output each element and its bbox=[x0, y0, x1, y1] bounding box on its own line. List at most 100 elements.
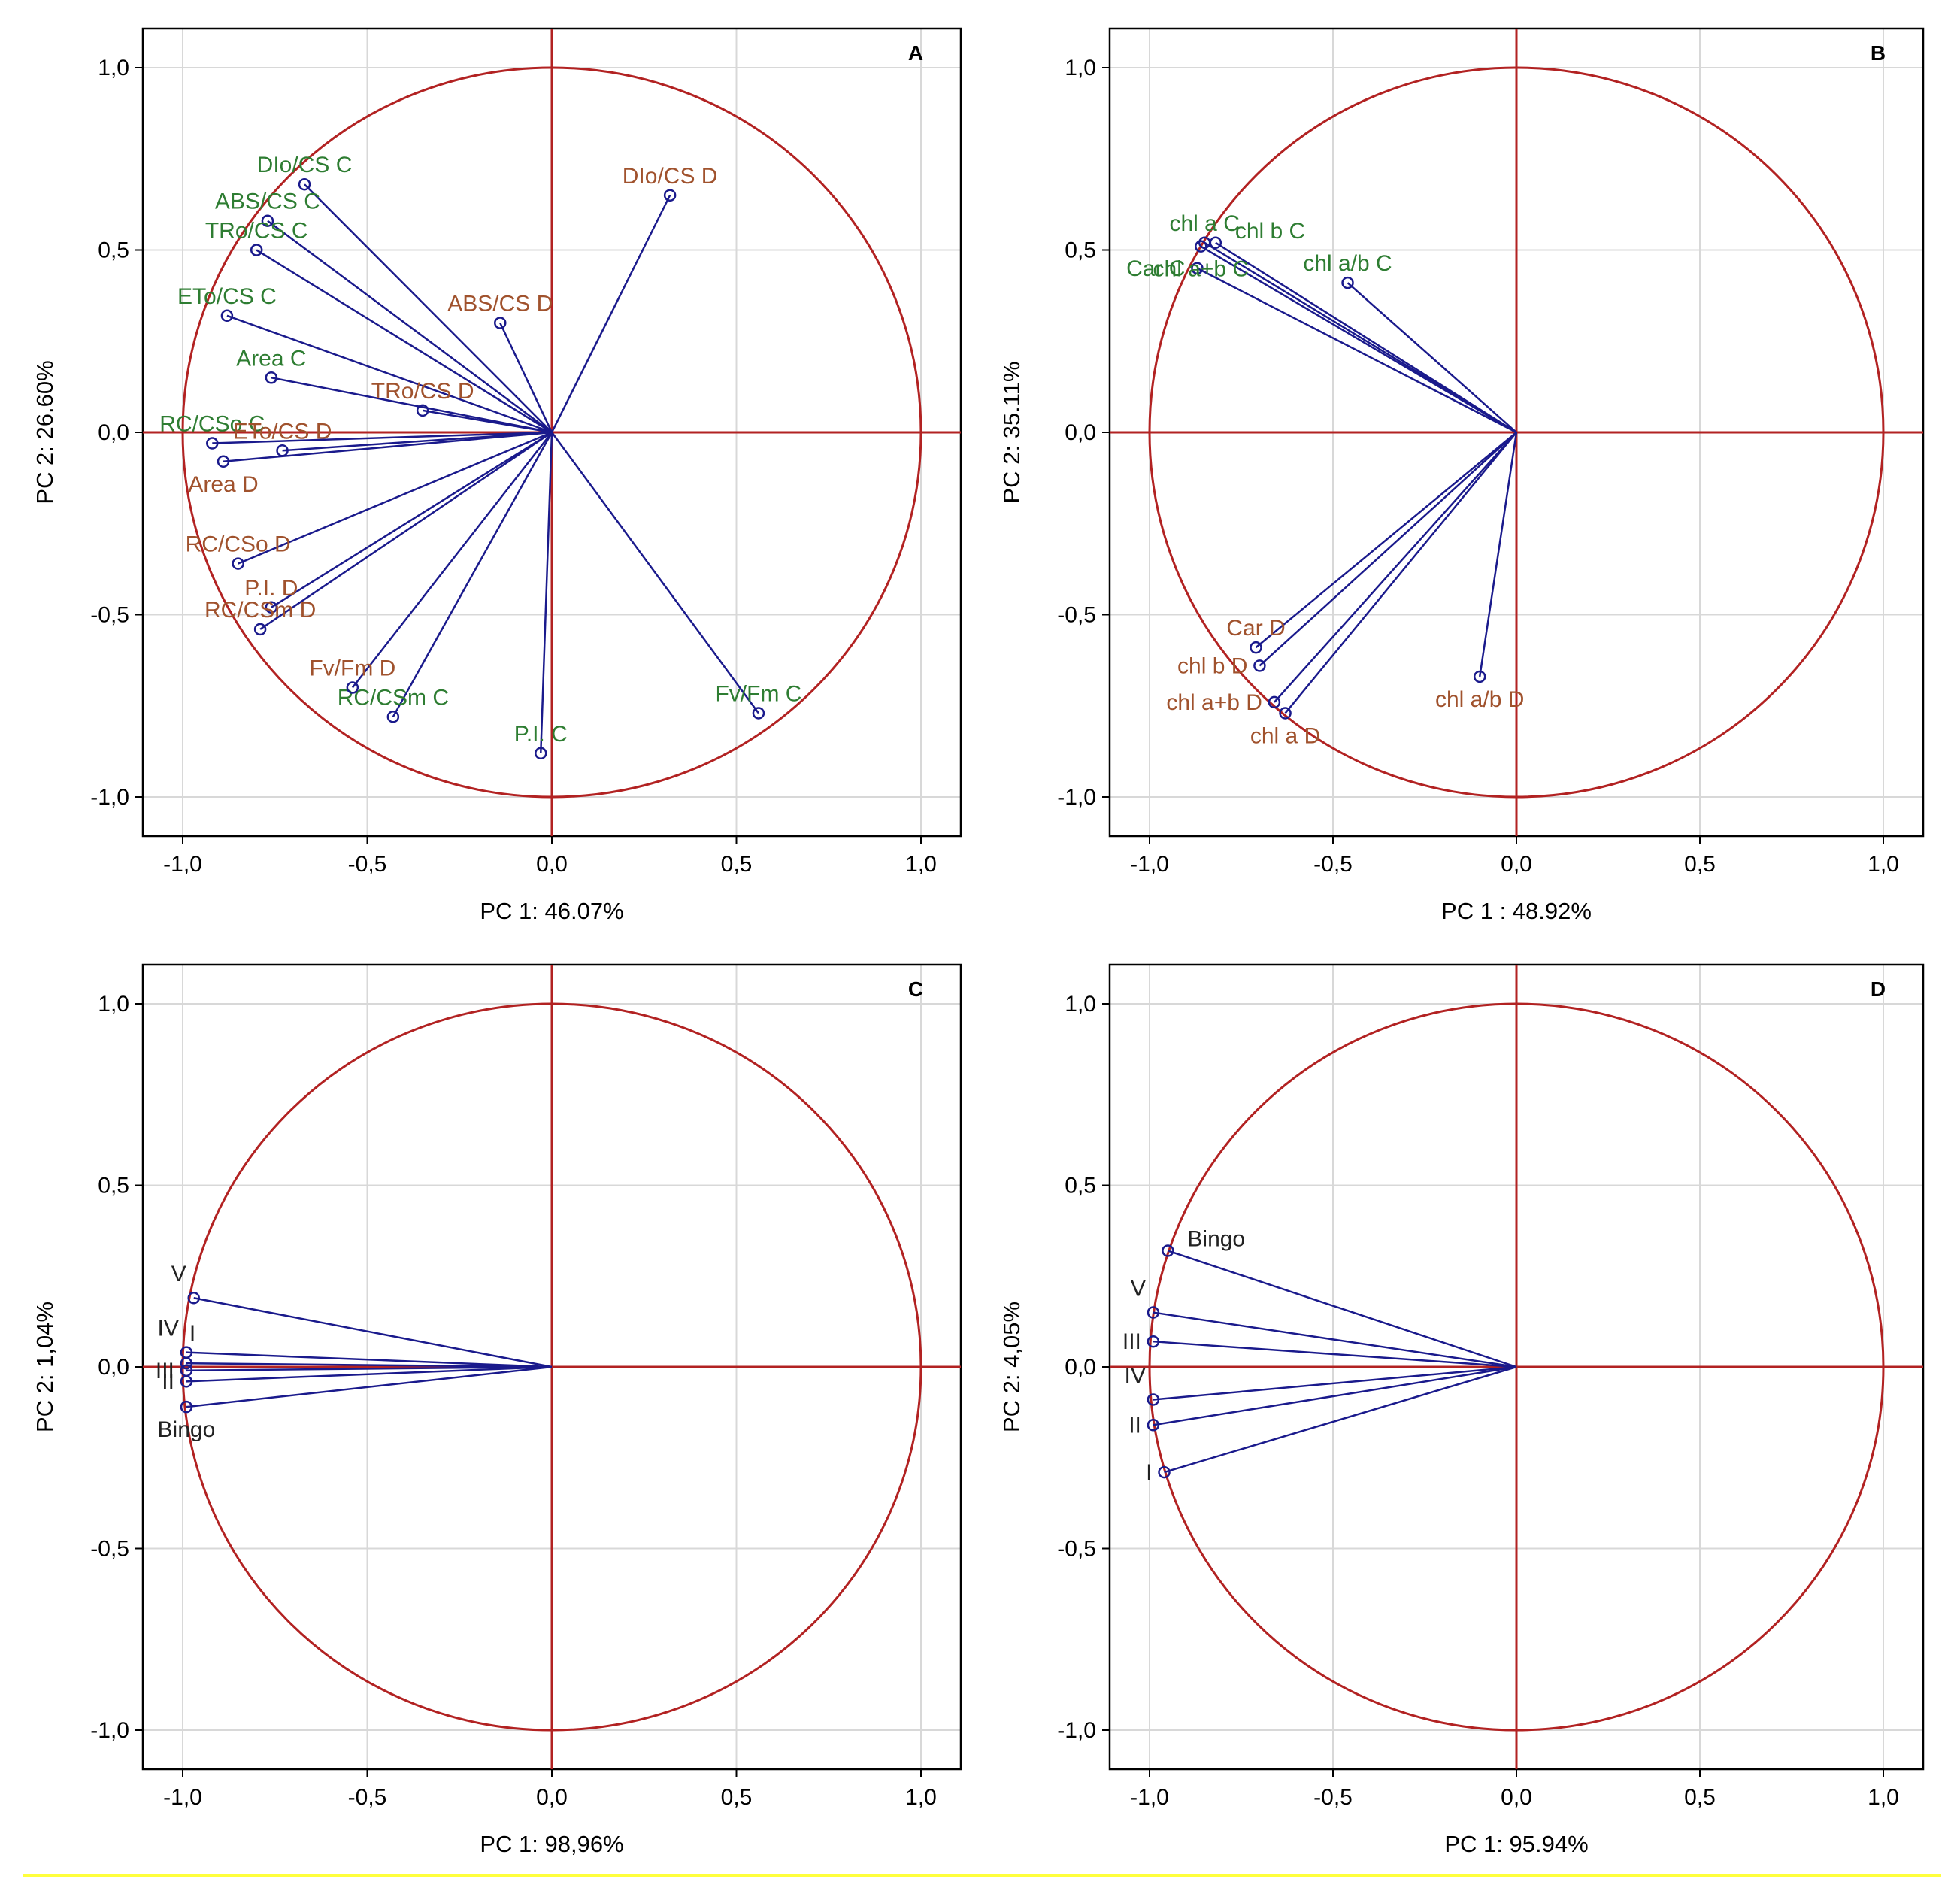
panel-a-rc-cso-c-vector bbox=[212, 431, 553, 444]
panel-b-ytick-label-1: 0,5 bbox=[1065, 238, 1096, 263]
panel-c-iv-vector bbox=[186, 1351, 553, 1368]
panel-a-ytick-label-3: -0,5 bbox=[90, 603, 129, 628]
panel-a-xtick-label-2: 0,0 bbox=[536, 852, 568, 877]
panel-a-rc-cso-c-point bbox=[206, 437, 219, 450]
panel-d-i-label: I bbox=[1146, 1460, 1152, 1485]
panel-b-car-c-label: Car C bbox=[1126, 256, 1185, 281]
panel-c-iv-label: IV bbox=[158, 1317, 179, 1341]
panel-b-car-d-point bbox=[1250, 641, 1262, 654]
panel-b-chl-a-d-point bbox=[1279, 707, 1292, 720]
panel-c-xtick-label-0: -1,0 bbox=[163, 1785, 202, 1810]
panel-a-dio-cs-d-point bbox=[663, 189, 677, 202]
panel-a-rc-csm-d-point bbox=[253, 623, 267, 636]
panel-b-chl-a-b-d-point bbox=[1268, 695, 1281, 709]
panel-d-bingo-point bbox=[1162, 1244, 1174, 1257]
panel-b-ytick-label-0: 1,0 bbox=[1065, 56, 1096, 80]
panel-d-ii-point bbox=[1147, 1419, 1160, 1432]
panel-a-fv-fm-d-vector bbox=[351, 432, 553, 689]
panel-a-p-i-c-point bbox=[535, 747, 547, 760]
panel-b-x-axis-title: PC 1 : 48.92% bbox=[1441, 898, 1592, 924]
panel-b-chl-b-d-point bbox=[1253, 659, 1266, 672]
panel-c-y-axis-title: PC 2: 1,04% bbox=[32, 1302, 58, 1432]
panel-c-ytick-label-2: 0,0 bbox=[98, 1355, 129, 1380]
panel-d-ytick-label-2: 0,0 bbox=[1065, 1355, 1096, 1380]
panel-d-xtick-label-3: 0,5 bbox=[1684, 1785, 1716, 1810]
panel-c-ytick-label-0: 1,0 bbox=[98, 992, 129, 1017]
panel-d-ii-label: II bbox=[1128, 1413, 1141, 1438]
panel-b-chl-b-c-point bbox=[1209, 236, 1222, 250]
panel-c-bingo-point bbox=[180, 1400, 193, 1414]
panel-b-xtick-label-0: -1,0 bbox=[1130, 852, 1169, 877]
panel-b-letter: B bbox=[1871, 41, 1886, 65]
panel-b-chl-a-b-c-label: chl a/b C bbox=[1303, 251, 1392, 276]
highlight-rule bbox=[23, 1874, 1941, 1877]
panel-b-chl-a-b-d-label: chl a/b D bbox=[1435, 687, 1524, 712]
panel-a-y-axis-title: PC 2: 26.60% bbox=[32, 360, 58, 504]
panel-a-tro-cs-d-label: TRo/CS D bbox=[371, 379, 474, 404]
panel-b-chl-a-b-d-label: chl a+b D bbox=[1166, 690, 1262, 715]
panel-a-area-d-point bbox=[217, 455, 230, 468]
panel-a-rc-csm-c-label: RC/CSm C bbox=[338, 685, 449, 710]
panel-b: -1,0 -0,5 0,0 0,5 1,0 1,0 0,5 0,0 -0,5 -1,0 PC 1 :… bbox=[998, 27, 1925, 924]
panel-a-tro-cs-c-point bbox=[250, 244, 263, 256]
panel-a-xtick-label-0: -1,0 bbox=[163, 852, 202, 877]
panel-d-letter: D bbox=[1871, 977, 1886, 1001]
panel-a-area-c-label: Area C bbox=[236, 346, 306, 371]
panel-a-rc-csm-d-label: RC/CSm D bbox=[204, 598, 316, 623]
panel-a-eto-cs-c-label: ETo/CS C bbox=[177, 284, 277, 309]
panel-d-bingo-label: Bingo bbox=[1187, 1226, 1245, 1251]
panel-d-ii-vector bbox=[1153, 1365, 1517, 1426]
panel-a-p-i-d-vector bbox=[271, 431, 553, 608]
panel-a-rc-csm-c-point bbox=[386, 711, 400, 723]
panel-d-iv-point bbox=[1147, 1393, 1160, 1406]
panel-d-iv-label: IV bbox=[1125, 1363, 1146, 1388]
panel-d-ytick-label-4: -1,0 bbox=[1057, 1718, 1096, 1743]
panel-d-iii-point bbox=[1147, 1335, 1160, 1348]
panel-c-ii-label: II bbox=[162, 1369, 174, 1394]
panel-a: -1,0 -0,5 0,0 0,5 1,0 1,0 0,5 0,0 -0,5 -1,0 PC 1: … bbox=[32, 27, 962, 924]
panel-b-chl-a-b-d-point bbox=[1473, 670, 1486, 683]
panel-c-xtick-label-1: -0,5 bbox=[348, 1785, 387, 1810]
panel-c-bingo-label: Bingo bbox=[158, 1417, 216, 1442]
panel-c-ytick-label-1: 0,5 bbox=[98, 1174, 129, 1199]
panel-b-chl-b-d-label: chl b D bbox=[1177, 653, 1247, 678]
panel-c-letter: C bbox=[908, 977, 923, 1001]
panel-a-ytick-label-1: 0,5 bbox=[98, 238, 129, 263]
panel-a-area-c-point bbox=[265, 371, 278, 384]
panel-b-chl-a-c-label: chl a C bbox=[1170, 211, 1240, 236]
panel-c-v-point bbox=[187, 1291, 200, 1305]
panel-b-xtick-label-3: 0,5 bbox=[1684, 852, 1716, 877]
panel-d-y-axis-title: PC 2: 4,05% bbox=[998, 1302, 1025, 1432]
panel-a-x-axis-title: PC 1: 46.07% bbox=[480, 898, 623, 924]
panel-a-fv-fm-d-label: Fv/Fm D bbox=[309, 656, 395, 681]
panel-c-xtick-label-2: 0,0 bbox=[536, 1785, 568, 1810]
panel-a-abs-cs-d-vector bbox=[499, 322, 553, 433]
panel-c-iii-label: III bbox=[156, 1359, 174, 1383]
panel-c-i-label: I bbox=[189, 1321, 195, 1346]
panel-d-ytick-label-3: -0,5 bbox=[1057, 1537, 1096, 1562]
panel-d-xtick-label-2: 0,0 bbox=[1501, 1785, 1532, 1810]
panel-a-rc-cso-d-vector bbox=[238, 431, 553, 565]
panel-c-bingo-vector bbox=[186, 1365, 553, 1408]
panel-d: -1,0 -0,5 0,0 0,5 1,0 1,0 0,5 0,0 -0,5 -1,0 PC 1: … bbox=[998, 963, 1925, 1857]
panel-a-abs-cs-c-vector bbox=[267, 220, 553, 434]
panel-b-car-d-vector bbox=[1255, 432, 1517, 649]
panel-b-y-axis-title: PC 2: 35.11% bbox=[998, 362, 1025, 504]
panel-a-xtick-label-4: 1,0 bbox=[905, 852, 937, 877]
panel-a-fv-fm-d-point bbox=[346, 681, 359, 694]
panel-b-chl-a-b-c-vector bbox=[1200, 245, 1517, 434]
panel-a-dio-cs-d-vector bbox=[550, 195, 671, 433]
panel-a-xtick-label-1: -0,5 bbox=[348, 852, 387, 877]
panel-a-p-i-c-vector bbox=[540, 432, 553, 753]
panel-b-xtick-label-2: 0,0 bbox=[1501, 852, 1532, 877]
panel-d-iii-label: III bbox=[1122, 1329, 1141, 1354]
panel-a-abs-cs-c-point bbox=[261, 214, 274, 227]
panel-c-x-axis-title: PC 1: 98,96% bbox=[480, 1831, 623, 1857]
panel-d-v-label: V bbox=[1131, 1277, 1146, 1302]
panel-a-rc-csm-c-vector bbox=[392, 432, 553, 717]
panel-a-tro-cs-c-vector bbox=[256, 249, 553, 434]
panel-a-eto-cs-c-point bbox=[220, 309, 234, 323]
panel-d-xtick-label-4: 1,0 bbox=[1868, 1785, 1899, 1810]
